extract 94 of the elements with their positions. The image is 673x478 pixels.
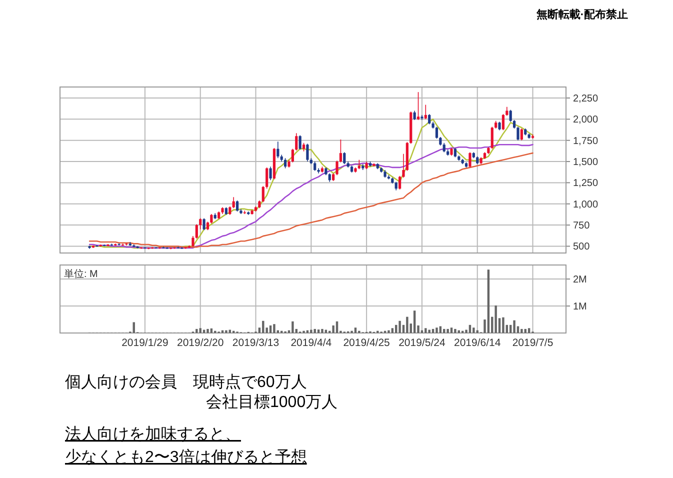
bar bbox=[332, 325, 334, 333]
candlestick bbox=[269, 166, 272, 181]
text: 個人向けの会員 現時点で60万人 bbox=[65, 373, 307, 391]
text: 無断転載·配布禁止 bbox=[535, 8, 628, 21]
candlestick bbox=[490, 126, 494, 150]
candlestick bbox=[266, 167, 268, 190]
y-tick-label: 500 bbox=[573, 242, 590, 253]
bar bbox=[398, 320, 401, 333]
bar bbox=[206, 328, 209, 333]
candlestick bbox=[199, 218, 202, 230]
candlestick bbox=[416, 92, 420, 120]
bar bbox=[450, 328, 453, 333]
text: 会社目標1000万人 bbox=[206, 393, 338, 411]
candlestick bbox=[298, 134, 302, 150]
candlestick bbox=[509, 109, 512, 122]
candlestick bbox=[192, 236, 194, 248]
bar bbox=[436, 328, 438, 333]
candlestick bbox=[262, 186, 264, 203]
text: 少なくとも2〜3倍は伸びると予想 bbox=[65, 448, 307, 466]
candlestick bbox=[520, 128, 523, 141]
bar bbox=[196, 328, 198, 333]
x-tick-label: 2019/4/25 bbox=[343, 337, 390, 349]
candlestick bbox=[202, 218, 206, 231]
y-tick-label: 1,000 bbox=[573, 199, 598, 210]
bar bbox=[502, 317, 504, 333]
bar bbox=[424, 328, 427, 333]
candlestick bbox=[210, 214, 213, 224]
bar bbox=[446, 328, 449, 333]
candlestick bbox=[435, 126, 438, 140]
line-series bbox=[88, 118, 534, 249]
x-tick-label: 2019/3/13 bbox=[232, 337, 280, 349]
y-tick-label: 1,750 bbox=[573, 136, 598, 147]
annotation: 単位: M bbox=[64, 268, 98, 280]
bar bbox=[310, 330, 312, 333]
x-tick-label: 2019/1/29 bbox=[122, 337, 168, 349]
y-tick-label: 2M bbox=[573, 274, 587, 286]
bar bbox=[528, 328, 530, 333]
bar bbox=[513, 320, 516, 333]
candlestick bbox=[516, 126, 520, 141]
bar bbox=[391, 328, 394, 333]
y-tick-label: 750 bbox=[573, 220, 590, 232]
candlestick bbox=[502, 114, 505, 131]
x-tick-label: 2019/7/5 bbox=[512, 337, 554, 349]
x-tick-label: 2019/2/20 bbox=[176, 337, 224, 349]
bar bbox=[413, 310, 416, 333]
bar bbox=[292, 321, 294, 333]
candlestick bbox=[358, 159, 360, 170]
bar bbox=[225, 330, 228, 333]
bar bbox=[199, 328, 202, 333]
bar bbox=[354, 328, 357, 333]
y-tick-label: 1,250 bbox=[573, 178, 598, 190]
y-tick-label: 2,250 bbox=[573, 94, 598, 105]
bar bbox=[472, 328, 475, 333]
candlestick bbox=[306, 143, 309, 162]
candlestick bbox=[442, 142, 446, 153]
candlestick bbox=[232, 196, 235, 209]
bar bbox=[487, 270, 490, 333]
candlestick bbox=[276, 141, 280, 159]
candlestick bbox=[339, 139, 342, 163]
bar bbox=[520, 328, 523, 333]
bar bbox=[314, 328, 316, 333]
candlestick bbox=[314, 161, 316, 172]
candlestick bbox=[424, 104, 427, 120]
candlestick bbox=[398, 176, 402, 190]
text: 法人向けを加味すると、 bbox=[65, 425, 241, 443]
x-tick-label: 2019/4/4 bbox=[290, 337, 332, 349]
candlestick bbox=[343, 152, 346, 164]
bar bbox=[317, 329, 320, 333]
candlestick bbox=[468, 152, 472, 168]
bar bbox=[494, 305, 497, 333]
bar bbox=[132, 322, 135, 333]
candlestick bbox=[402, 154, 405, 178]
candlestick bbox=[336, 160, 338, 176]
bar bbox=[273, 324, 276, 333]
candlestick bbox=[295, 132, 298, 151]
candlestick bbox=[291, 148, 294, 163]
y-tick-label: 2,000 bbox=[573, 114, 598, 126]
bar bbox=[428, 330, 430, 333]
bar bbox=[406, 316, 408, 333]
x-tick-label: 2019/6/14 bbox=[454, 337, 501, 349]
bar bbox=[454, 328, 456, 333]
candlestick bbox=[195, 224, 198, 239]
y-tick-label: 1,500 bbox=[573, 157, 598, 168]
bar bbox=[388, 330, 390, 333]
bar bbox=[269, 325, 272, 333]
x-tick-label: 2019/5/24 bbox=[398, 337, 446, 349]
y-tick-label: 1M bbox=[573, 302, 587, 313]
candlestick bbox=[236, 200, 239, 212]
candlestick bbox=[428, 114, 431, 125]
candlestick bbox=[413, 110, 416, 120]
candlestick bbox=[454, 148, 456, 158]
bar bbox=[321, 328, 324, 333]
candlestick bbox=[284, 158, 287, 169]
bar bbox=[476, 330, 478, 333]
